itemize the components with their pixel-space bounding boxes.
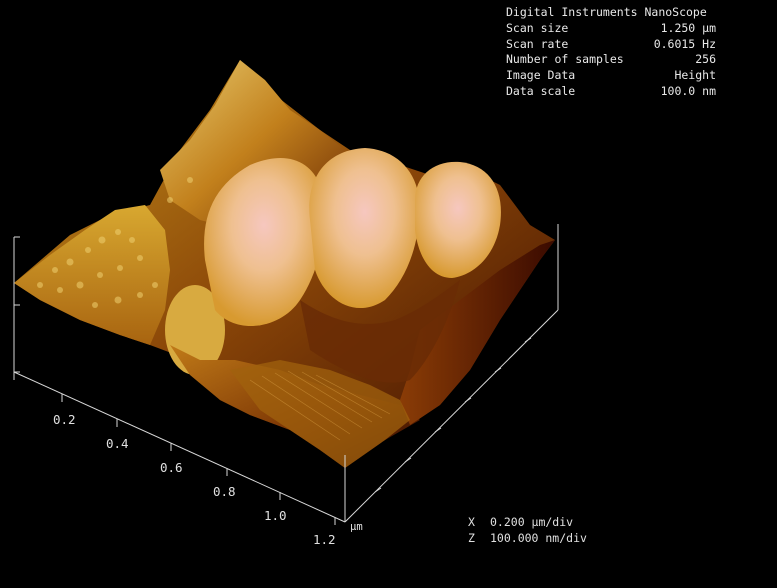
instrument-title: Digital Instruments NanoScope bbox=[506, 5, 707, 19]
x-tick-3: 0.8 bbox=[213, 484, 236, 499]
param-value: 0.6015 Hz bbox=[653, 36, 716, 51]
x-tick-1: 0.4 bbox=[106, 436, 129, 451]
z-scale-value: 100.000 nm/div bbox=[490, 531, 587, 545]
x-unit: µm bbox=[350, 521, 363, 533]
scale-legend: X 0.200 µm/div Z 100.000 nm/div bbox=[468, 515, 587, 545]
param-value: Height bbox=[674, 68, 716, 83]
x-tick-0: 0.2 bbox=[53, 412, 76, 427]
z-axis bbox=[13, 236, 20, 373]
param-key: Scan rate bbox=[506, 36, 569, 51]
scan-info-panel: Digital Instruments NanoScope Scan size … bbox=[506, 5, 716, 100]
param-key: Image Data bbox=[506, 68, 576, 83]
peak-3 bbox=[415, 161, 501, 278]
param-value: 256 bbox=[695, 52, 716, 67]
x-tick-2: 0.6 bbox=[160, 460, 183, 475]
floor-striations bbox=[249, 370, 391, 441]
param-row-scan-rate: Scan rate 0.6015 Hz bbox=[506, 37, 716, 53]
param-row-scan-size: Scan size 1.250 µm bbox=[506, 21, 716, 37]
param-row-samples: Number of samples 256 bbox=[506, 52, 716, 68]
peak-1 bbox=[204, 157, 324, 327]
x-scale-value: 0.200 µm/div bbox=[490, 515, 573, 529]
z-scale-letter: Z bbox=[468, 531, 475, 545]
x-axis-line bbox=[13, 371, 346, 525]
x-tick-5: 1.2 bbox=[313, 532, 336, 547]
y-axis-line bbox=[344, 224, 559, 523]
param-key: Data scale bbox=[506, 83, 576, 98]
peak-2 bbox=[309, 148, 420, 309]
x-tick-4: 1.0 bbox=[264, 508, 287, 523]
param-key: Scan size bbox=[506, 20, 569, 35]
grain-texture bbox=[37, 177, 193, 308]
param-row-data-scale: Data scale 100.0 nm bbox=[506, 84, 716, 100]
param-value: 1.250 µm bbox=[660, 20, 716, 35]
param-key: Number of samples bbox=[506, 52, 624, 67]
x-scale-letter: X bbox=[468, 515, 475, 529]
left-granular-slope bbox=[14, 205, 170, 345]
param-row-image-data: Image Data Height bbox=[506, 68, 716, 84]
param-value: 100.0 nm bbox=[660, 83, 716, 98]
peak-shadow bbox=[300, 280, 460, 383]
right-slope bbox=[400, 240, 555, 425]
